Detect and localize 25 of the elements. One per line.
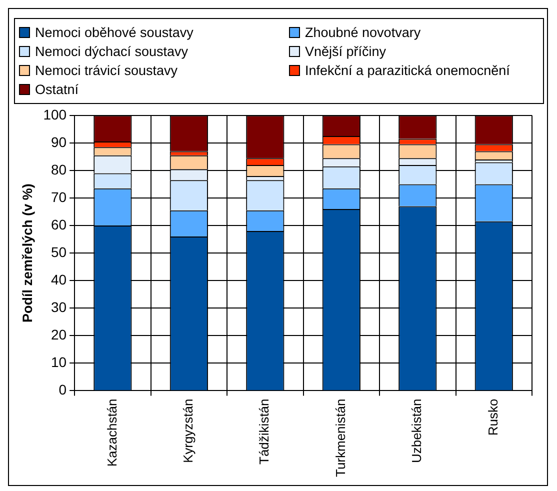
x-tick-label: Uzbekistán bbox=[409, 398, 424, 464]
y-axis-title: Podíl zemřelých (v %) bbox=[20, 184, 35, 322]
y-tick-label: 50 bbox=[50, 244, 67, 260]
legend-label: Ostatní bbox=[35, 81, 79, 99]
x-tick-label: Kyrgyzstán bbox=[180, 398, 196, 464]
legend-label: Infekční a parazitická onemocnění bbox=[305, 62, 510, 80]
legend-label: Nemoci trávicí soustavy bbox=[35, 62, 178, 80]
y-tick-label: 10 bbox=[50, 354, 67, 370]
y-tick-label: 60 bbox=[50, 216, 67, 232]
x-tick-label: Rusko bbox=[485, 398, 500, 436]
x-tick-label: Turkmenistán bbox=[332, 398, 348, 478]
y-tick-label: 70 bbox=[50, 188, 67, 205]
legend-label: Zhoubné novotvary bbox=[305, 24, 421, 42]
y-tick-label: 20 bbox=[50, 326, 67, 343]
y-tick-label: 30 bbox=[50, 298, 67, 315]
legend-label: Nemoci oběhové soustavy bbox=[35, 24, 194, 42]
y-tick-label: 40 bbox=[50, 271, 67, 288]
y-tick-label: 100 bbox=[43, 106, 67, 122]
y-tick-label: 0 bbox=[58, 382, 67, 398]
legend-label: Nemoci dýchací soustavy bbox=[35, 43, 188, 61]
legend-label: Vnější příčiny bbox=[305, 43, 386, 61]
y-tick-label: 90 bbox=[50, 134, 67, 150]
y-tick-label: 80 bbox=[50, 161, 67, 178]
x-tick-label: Kazachstán bbox=[104, 398, 120, 467]
x-tick-label: Tádžikistán bbox=[256, 398, 272, 464]
